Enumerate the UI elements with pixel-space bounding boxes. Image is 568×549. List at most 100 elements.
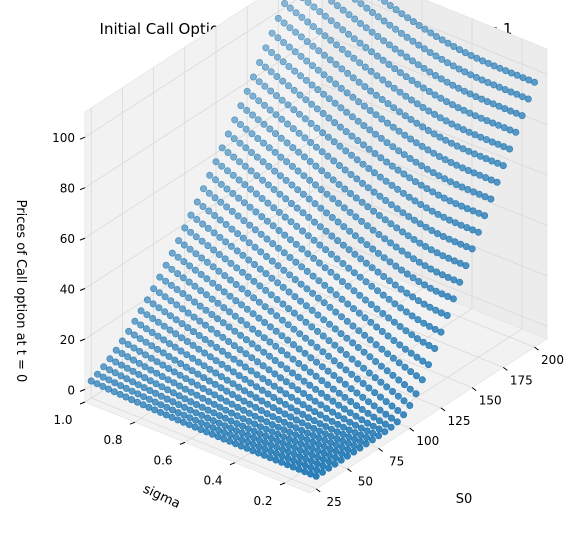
data-point [297, 280, 305, 288]
data-point [237, 442, 245, 450]
data-point [191, 423, 199, 431]
data-point [147, 354, 155, 362]
data-point [403, 33, 411, 41]
data-point [260, 101, 268, 109]
data-point [204, 224, 212, 232]
data-point [189, 354, 197, 362]
data-point [318, 468, 326, 476]
data-point [183, 351, 191, 359]
data-point [360, 364, 368, 372]
data-point [307, 464, 315, 472]
data-point [336, 376, 344, 384]
data-point [224, 130, 232, 138]
data-point [295, 345, 303, 353]
data-point [327, 250, 335, 258]
data-point [456, 278, 464, 286]
data-point [267, 291, 275, 299]
data-point [394, 406, 402, 414]
x-tick [440, 407, 446, 412]
data-point [331, 454, 339, 462]
data-point [347, 151, 355, 159]
data-point [299, 209, 307, 217]
data-point [338, 443, 346, 451]
data-point [458, 164, 466, 172]
data-point [365, 369, 373, 377]
data-point [335, 389, 343, 397]
data-point [333, 428, 341, 436]
data-point [229, 190, 237, 198]
data-point [427, 265, 435, 273]
data-point [361, 83, 369, 91]
data-points [87, 0, 538, 480]
data-point [327, 439, 335, 447]
data-point [306, 368, 314, 376]
data-point [423, 185, 431, 193]
data-point [368, 436, 376, 444]
data-point [328, 232, 336, 240]
data-point [322, 227, 330, 235]
data-point [275, 208, 283, 216]
data-point [267, 434, 275, 442]
data-point [274, 262, 282, 270]
data-point [395, 127, 403, 135]
data-point [291, 67, 299, 75]
data-point [421, 243, 429, 251]
data-point [468, 245, 476, 253]
data-point [415, 277, 423, 285]
data-point [284, 321, 292, 329]
data-point [445, 235, 453, 243]
data-point [422, 204, 430, 212]
data-point [116, 390, 124, 398]
data-point [362, 24, 370, 32]
data-point [199, 384, 207, 392]
data-point [293, 204, 301, 212]
y-axis-label: sigma [141, 482, 183, 512]
data-point [240, 199, 248, 207]
data-point [418, 142, 426, 150]
data-point [268, 428, 276, 436]
data-point [93, 380, 101, 388]
data-point [386, 258, 394, 266]
data-point [315, 427, 323, 435]
data-point [493, 178, 501, 186]
data-point [223, 185, 231, 193]
data-point [409, 37, 417, 45]
data-point [278, 115, 286, 123]
data-point [371, 150, 379, 158]
data-point [355, 98, 363, 106]
data-point [165, 364, 173, 372]
data-point [332, 60, 340, 68]
data-point [255, 78, 263, 86]
data-point [250, 277, 258, 285]
data-point [331, 341, 339, 349]
data-point [255, 314, 263, 322]
data-point [341, 380, 349, 388]
data-point [233, 420, 241, 428]
data-point [421, 281, 429, 289]
data-point [352, 412, 360, 420]
data-point [110, 388, 118, 396]
data-point [215, 426, 223, 434]
data-point [274, 34, 282, 42]
data-point [310, 254, 318, 262]
data-point [469, 207, 477, 215]
data-point [506, 126, 514, 134]
data-point [185, 421, 193, 429]
data-point [277, 361, 285, 369]
data-point [262, 253, 270, 261]
data-point [279, 300, 287, 308]
data-point [467, 71, 475, 79]
data-point [263, 410, 271, 418]
data-point [326, 75, 334, 83]
data-point [387, 201, 395, 209]
data-point [381, 216, 389, 224]
data-point [383, 139, 391, 147]
data-point [327, 36, 335, 44]
data-point [351, 15, 359, 23]
data-point [402, 92, 410, 100]
data-point [400, 151, 408, 159]
data-point [369, 245, 377, 253]
data-point [361, 63, 369, 71]
data-point [257, 230, 265, 238]
data-point [168, 265, 176, 273]
